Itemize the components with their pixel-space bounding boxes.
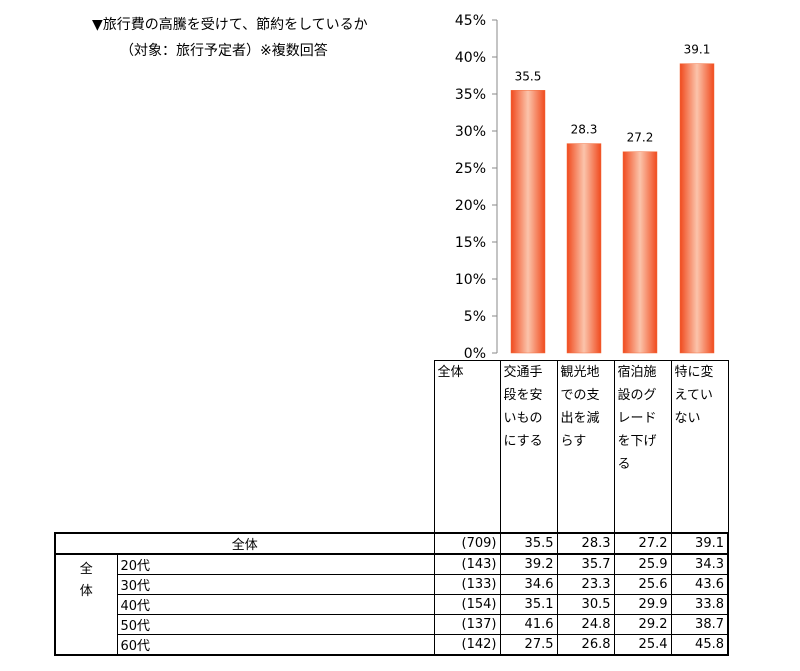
header-col-2: 観光地 での支 出を減 らす <box>556 360 615 533</box>
bar <box>510 90 546 354</box>
group-label: 全 体 <box>54 552 118 656</box>
table-header-row: 全体 交通手 段を安 いもの にする 観光地 での支 出を減 らす 宿泊施 設の… <box>55 360 729 534</box>
cell: 34.3 <box>670 552 729 575</box>
chart-title: ▼旅行費の高騰を受けて、節約をしているか （対象：旅行予定者）※複数回答 <box>92 12 368 64</box>
cell: 29.9 <box>613 593 672 615</box>
cell: 25.6 <box>613 573 672 595</box>
row-n: (154) <box>433 593 501 615</box>
row-label: 60代 <box>116 633 435 656</box>
y-tick-label: 15% <box>455 235 486 251</box>
y-tick-label: 45% <box>455 13 486 29</box>
cell: 25.4 <box>613 633 672 656</box>
bars <box>510 63 715 354</box>
y-tick-label: 30% <box>455 124 486 140</box>
cell: 30.5 <box>556 593 615 615</box>
cell: 33.8 <box>670 593 729 615</box>
cell: 39.1 <box>670 531 729 554</box>
y-tick-label: 40% <box>455 50 486 66</box>
row-n: (142) <box>433 633 501 656</box>
y-tick-label: 0% <box>464 346 486 360</box>
row-n: (133) <box>433 573 501 595</box>
bar <box>566 143 602 354</box>
bar-value-label: 27.2 <box>627 131 654 145</box>
row-label: 20代 <box>116 552 435 575</box>
y-tick-label: 35% <box>455 87 486 103</box>
bar-value-label: 35.5 <box>515 69 542 83</box>
cell: 41.6 <box>499 613 558 635</box>
cell: 43.6 <box>670 573 729 595</box>
header-col-3: 宿泊施 設のグ レード を下げ る <box>613 360 672 533</box>
cell: 24.8 <box>556 613 615 635</box>
row-label: 全体 <box>54 531 435 554</box>
bar <box>622 151 658 354</box>
cell: 26.8 <box>556 633 615 656</box>
table-row: 40代 (154) 35.1 30.5 29.9 33.8 <box>55 593 729 615</box>
table-row: 30代 (133) 34.6 23.3 25.6 43.6 <box>55 573 729 595</box>
data-labels: 35.5 28.3 27.2 39.1 <box>515 43 711 145</box>
y-tick-label: 5% <box>464 309 486 325</box>
data-table: 全体 交通手 段を安 いもの にする 観光地 での支 出を減 らす 宿泊施 設の… <box>54 360 729 656</box>
cell: 35.7 <box>556 552 615 575</box>
header-col-1: 交通手 段を安 いもの にする <box>499 360 558 533</box>
header-total: 全体 <box>433 360 501 533</box>
cell: 35.1 <box>499 593 558 615</box>
cell: 28.3 <box>556 531 615 554</box>
bar-value-label: 28.3 <box>571 123 598 137</box>
title-line-1: ▼旅行費の高騰を受けて、節約をしているか <box>92 17 368 33</box>
table-row: 50代 (137) 41.6 24.8 29.2 38.7 <box>55 613 729 635</box>
row-n: (709) <box>433 531 501 554</box>
cell: 34.6 <box>499 573 558 595</box>
bar-value-label: 39.1 <box>684 43 711 57</box>
bar-chart: 0% 5% 10% 15% 20% 25% 30% 35% 40% 45% 35.5 28.3 27.… <box>455 13 715 360</box>
cell: 27.5 <box>499 633 558 656</box>
cell: 35.5 <box>499 531 558 554</box>
row-n: (137) <box>433 613 501 635</box>
bar <box>679 63 715 354</box>
title-line-2: （対象：旅行予定者）※複数回答 <box>120 43 328 59</box>
row-label: 50代 <box>116 613 435 635</box>
table-row: 60代 (142) 27.5 26.8 25.4 45.8 <box>55 633 729 656</box>
cell: 29.2 <box>613 613 672 635</box>
cell: 38.7 <box>670 613 729 635</box>
row-n: (143) <box>433 552 501 575</box>
row-label: 40代 <box>116 593 435 615</box>
cell: 25.9 <box>613 552 672 575</box>
cell: 23.3 <box>556 573 615 595</box>
y-axis: 0% 5% 10% 15% 20% 25% 30% 35% 40% 45% <box>455 13 498 360</box>
table-row-total: 全体 (709) 35.5 28.3 27.2 39.1 <box>54 531 729 554</box>
table-row: 全 体 20代 (143) 39.2 35.7 25.9 34.3 <box>54 552 729 656</box>
y-tick-label: 25% <box>455 161 486 177</box>
cell: 27.2 <box>613 531 672 554</box>
cell: 45.8 <box>670 633 729 656</box>
header-col-4: 特に変 えてい ない <box>670 360 729 533</box>
y-tick-label: 10% <box>455 272 486 288</box>
row-label: 30代 <box>116 573 435 595</box>
cell: 39.2 <box>499 552 558 575</box>
y-tick-label: 20% <box>455 198 486 214</box>
